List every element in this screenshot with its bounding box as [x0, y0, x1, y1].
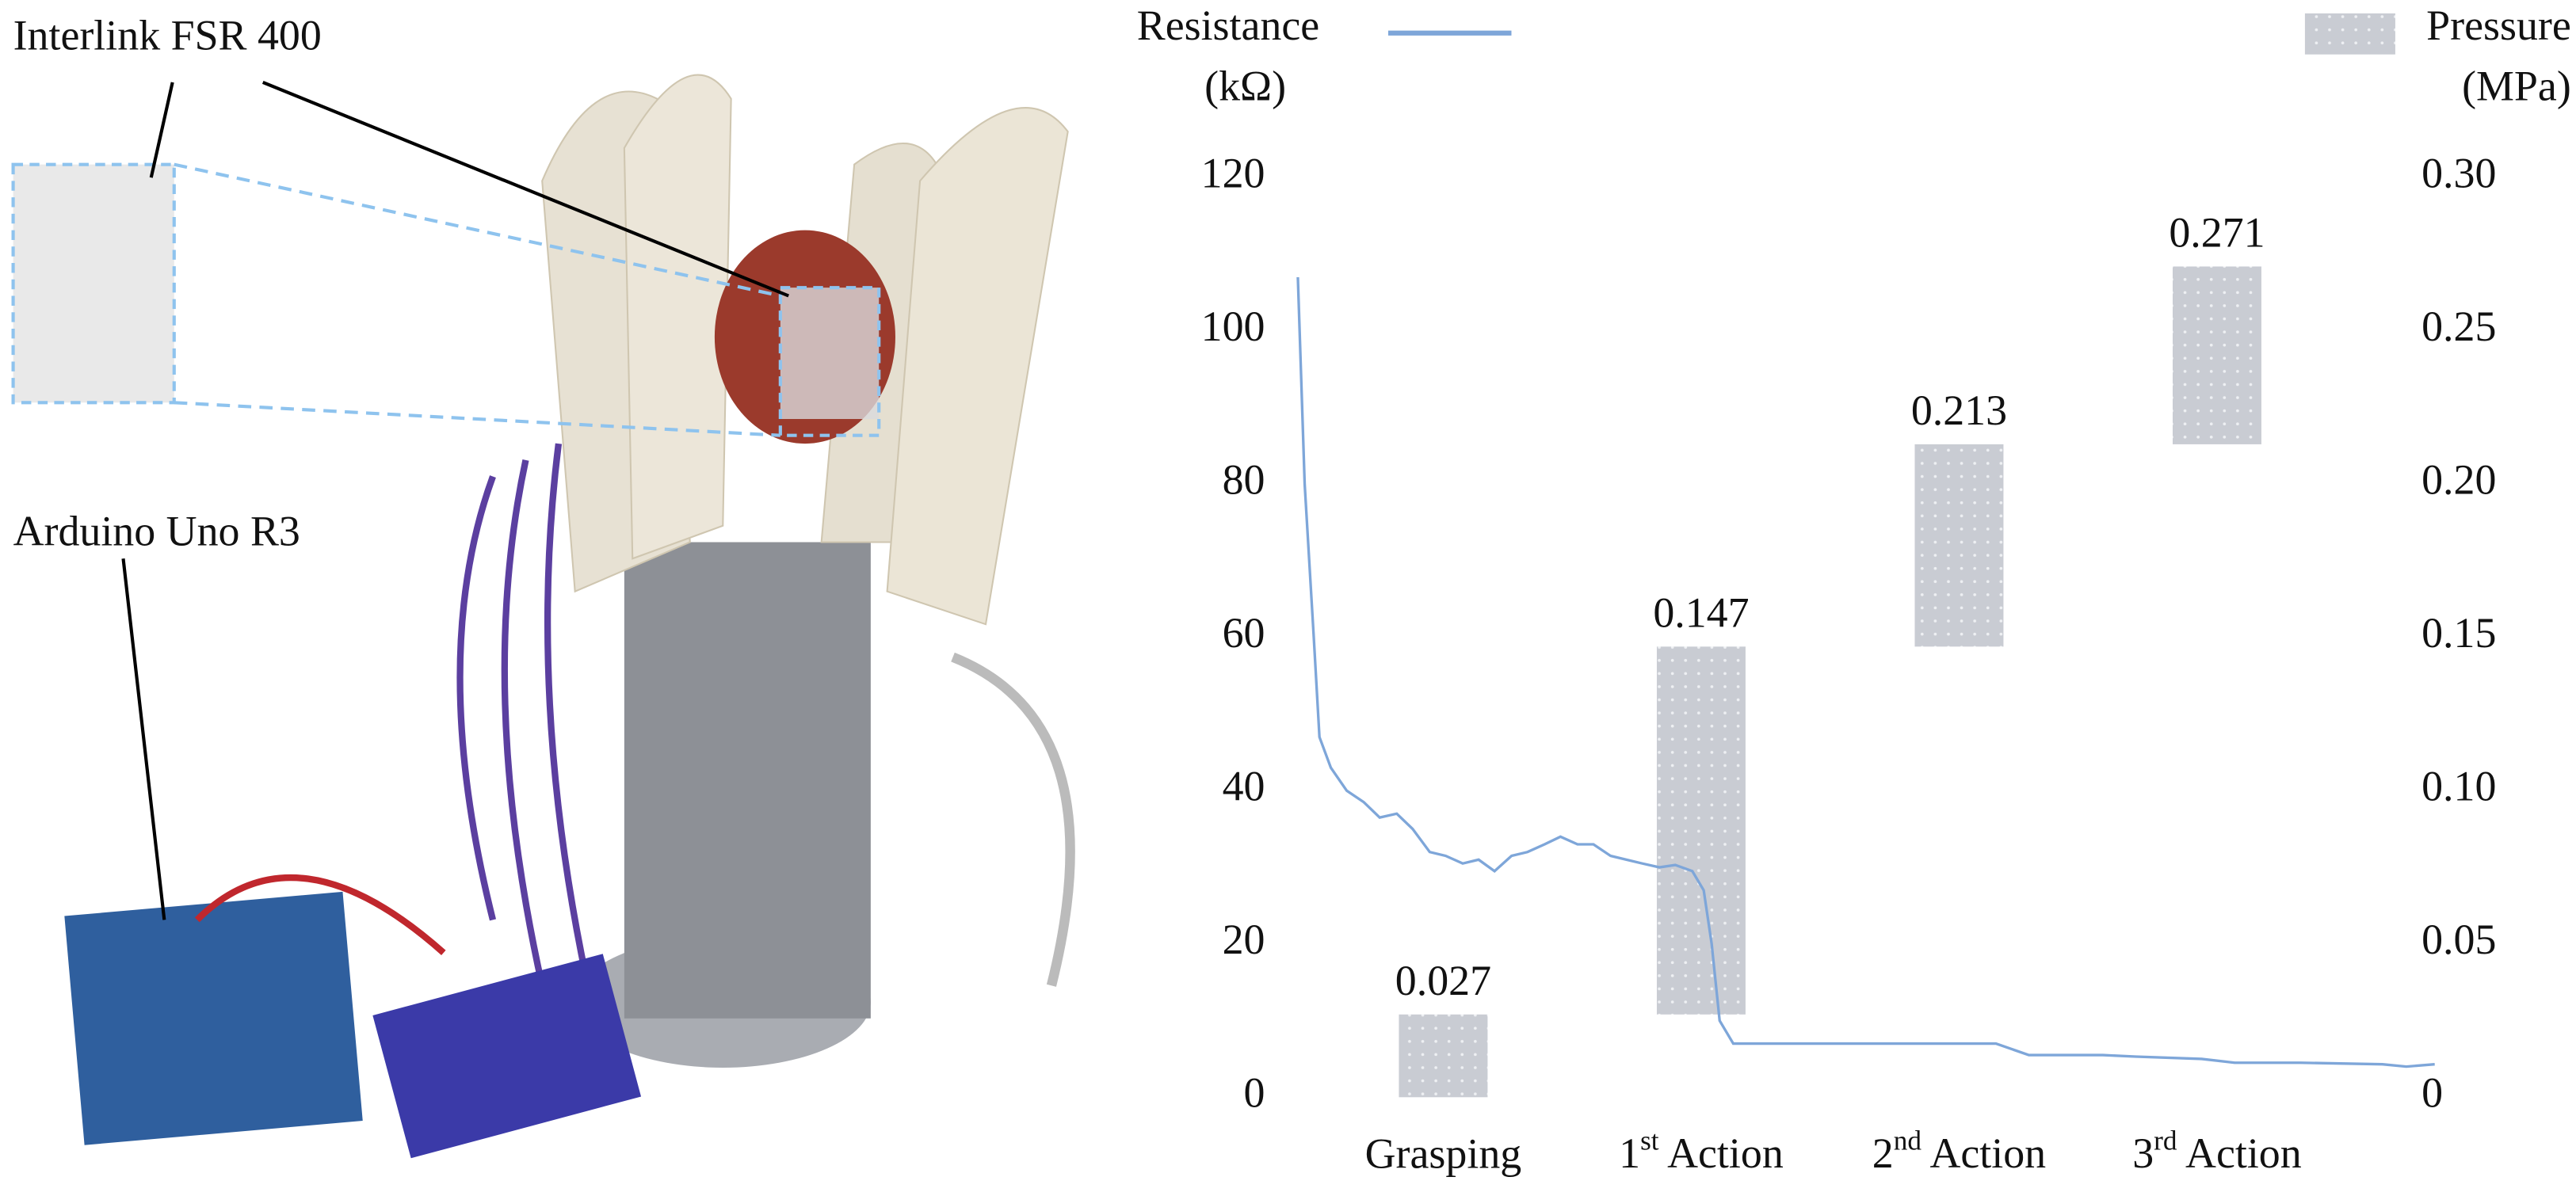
- annotation: Arduino Uno R3: [13, 508, 300, 555]
- bar: [1399, 1014, 1488, 1098]
- x-tick-label: 1st Action: [1619, 1125, 1784, 1177]
- bar: [1656, 646, 1746, 1015]
- y2-tick-label: 0.15: [2421, 609, 2496, 657]
- data-label: 0.027: [1395, 957, 1491, 1004]
- y-axis-label: (kΩ): [1204, 63, 1286, 110]
- y2-tick-label: 0.25: [2421, 303, 2496, 350]
- y-tick-label: 40: [1223, 763, 1265, 810]
- y-tick-label: 80: [1223, 456, 1265, 504]
- y-tick-label: 120: [1201, 150, 1265, 197]
- legend-label: Pressure: [2426, 2, 2571, 49]
- y-tick-label: 20: [1223, 916, 1265, 963]
- data-label: 0.147: [1653, 588, 1749, 636]
- y-tick-label: 60: [1223, 609, 1265, 657]
- legend-swatch: [2304, 13, 2395, 55]
- y2-axis-label: (MPa): [2462, 63, 2571, 110]
- y-tick-label: 0: [1244, 1069, 1265, 1117]
- annotation: Interlink FSR 400: [13, 11, 322, 59]
- x-tick-label: Grasping: [1365, 1129, 1522, 1177]
- bar: [1914, 444, 2004, 647]
- x-tick-label: 3rd Action: [2132, 1125, 2302, 1177]
- y2-tick-label: 0.10: [2421, 763, 2496, 810]
- photo: [0, 0, 1151, 1196]
- line: [1296, 276, 2435, 1068]
- y2-tick-label: 0.05: [2421, 916, 2496, 963]
- y-tick-label: 100: [1201, 303, 1265, 350]
- x-tick-label: 2nd Action: [1872, 1125, 2046, 1177]
- y2-tick-label: 0.20: [2421, 456, 2496, 504]
- bar: [2172, 266, 2261, 444]
- data-label: 0.271: [2169, 209, 2265, 257]
- legend-label: Resistance: [1137, 2, 1319, 49]
- data-label: 0.213: [1911, 387, 2007, 434]
- y2-tick-label: 0: [2421, 1069, 2443, 1117]
- y2-tick-label: 0.30: [2421, 150, 2496, 197]
